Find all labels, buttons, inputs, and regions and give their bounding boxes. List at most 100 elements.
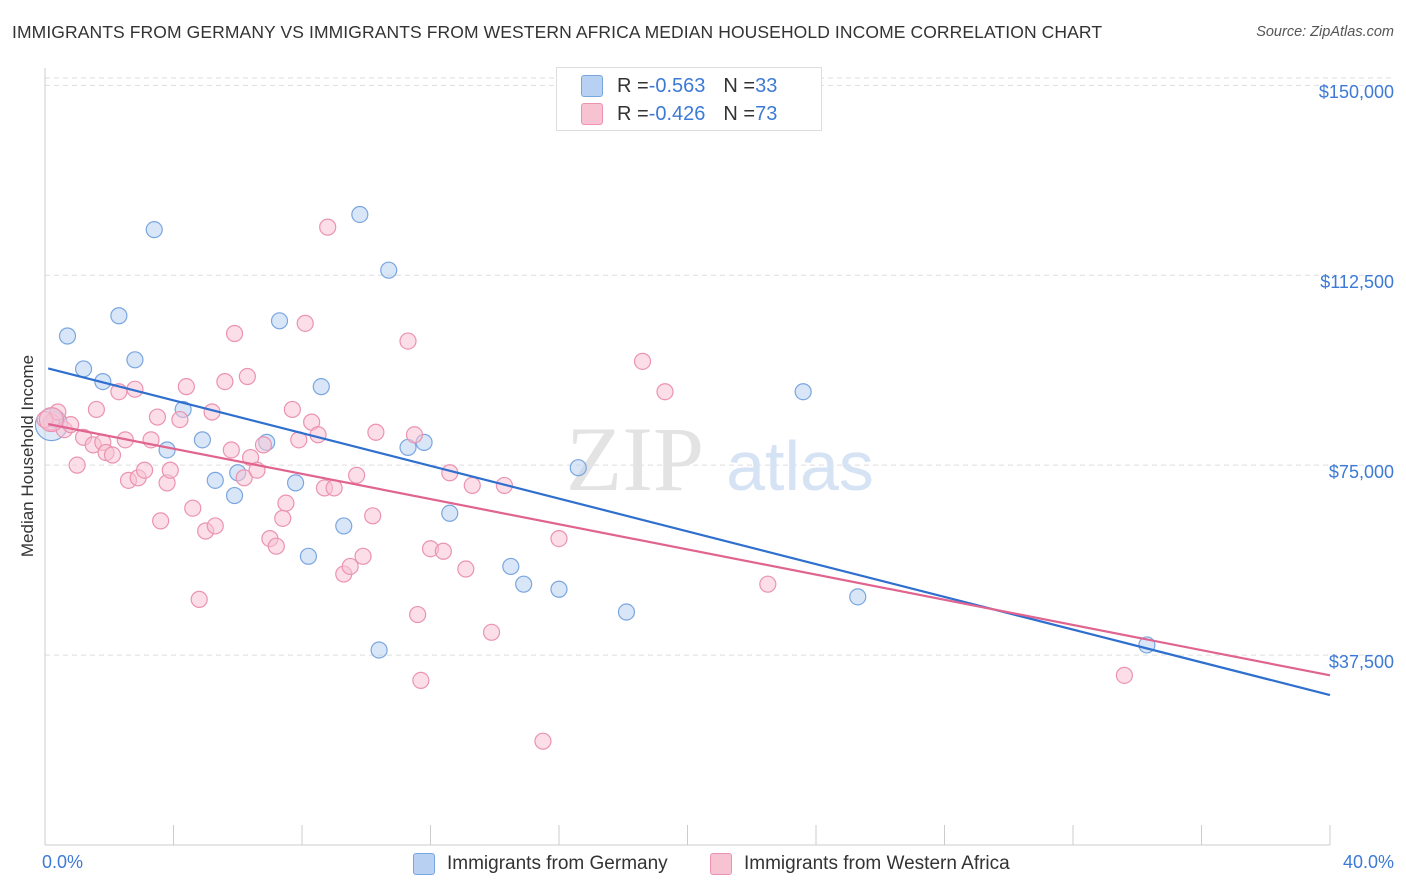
wafrica-point — [364, 507, 382, 525]
germany-point — [370, 641, 388, 659]
wafrica-point — [633, 352, 652, 370]
germany-point — [441, 504, 459, 522]
legend-row-germany: R = -0.563 N = 33 — [581, 74, 777, 98]
wafrica-point — [283, 400, 301, 419]
wafrica-point — [348, 466, 366, 484]
bottom-legend-swatch-wafrica — [710, 853, 732, 875]
wafrica-point — [171, 410, 189, 429]
wafrica-point — [550, 529, 568, 548]
germany-point — [515, 575, 533, 593]
wafrica-point — [319, 218, 337, 236]
y-axis-label: Median Household Income — [18, 354, 37, 558]
germany-point — [849, 588, 867, 606]
wafrica-point — [274, 509, 292, 527]
legend-r-label: R = — [617, 102, 649, 125]
wafrica-point — [254, 436, 273, 454]
stats-legend: R = -0.563 N = 33 R = -0.426 N = 73 — [556, 67, 822, 131]
wafrica-point — [412, 671, 430, 690]
germany-point — [126, 351, 144, 369]
wafrica-point — [354, 547, 372, 565]
wafrica-point — [206, 517, 224, 535]
legend-n-label: N = — [723, 74, 756, 97]
germany-point — [502, 557, 520, 576]
germany-point — [335, 517, 353, 535]
wafrica-point — [148, 408, 167, 426]
x-tick-label-min: 0.0% — [42, 852, 84, 872]
wafrica-point — [235, 469, 253, 487]
bottom-legend-wafrica: Immigrants from Western Africa — [710, 852, 1010, 876]
germany-point — [550, 580, 568, 598]
y-tick-label: $75,000 — [1328, 462, 1394, 483]
wafrica-point — [135, 461, 154, 479]
germany-point — [110, 307, 128, 325]
wafrica-point — [238, 367, 256, 386]
germany-point — [193, 431, 212, 449]
germany-point — [58, 327, 77, 345]
legend-r-value: -0.563 — [648, 74, 706, 97]
y-tick-label: $150,000 — [1318, 82, 1394, 103]
germany-point — [312, 378, 330, 396]
wafrica-point — [161, 461, 179, 479]
germany-trend-line — [47, 367, 1331, 697]
grid-lines — [45, 77, 1395, 656]
germany-point — [569, 459, 587, 477]
wafrica-point — [103, 446, 122, 464]
wafrica-point — [1115, 666, 1134, 684]
y-tick-label: $37,500 — [1328, 652, 1394, 673]
bottom-legend-germany: Immigrants from Germany — [413, 852, 668, 876]
source-label: Source: ZipAtlas.com — [1256, 24, 1394, 40]
legend-swatch-wafrica — [581, 103, 603, 125]
wafrica-trend-line — [48, 423, 1331, 677]
wafrica-point — [341, 557, 359, 576]
germany-point — [206, 471, 224, 489]
wafrica-point — [277, 494, 295, 512]
wafrica-point — [184, 499, 202, 517]
germany-point — [286, 474, 305, 492]
legend-r-label: R = — [617, 74, 649, 97]
legend-n-label: N = — [723, 102, 756, 125]
wafrica-point — [222, 441, 240, 459]
wafrica-point — [399, 332, 417, 350]
wafrica-point — [216, 372, 234, 391]
germany-point — [351, 205, 369, 224]
wafrica-point — [152, 512, 170, 530]
wafrica-point — [177, 378, 195, 396]
legend-n-value: 73 — [755, 102, 778, 125]
trend-lines — [47, 367, 1331, 697]
wafrica-point — [409, 605, 427, 624]
legend-r-value: -0.426 — [648, 102, 706, 125]
wafrica-point — [457, 560, 475, 578]
germany-point — [225, 486, 244, 505]
germany-point — [74, 360, 93, 378]
wafrica-point — [87, 400, 106, 419]
wafrica-point — [405, 426, 424, 444]
germany-point — [145, 221, 163, 239]
wafrica-point — [68, 456, 86, 474]
x-tick-label-max: 40.0% — [1342, 852, 1394, 872]
watermark-atlas: atlas — [726, 427, 874, 505]
wafrica-point — [267, 537, 285, 555]
wafrica-point — [296, 314, 314, 332]
wafrica-point — [225, 324, 244, 343]
wafrica-point — [190, 590, 208, 608]
bottom-legend-label-wafrica: Immigrants from Western Africa — [744, 853, 1010, 874]
watermark-zip: ZIP — [566, 408, 704, 510]
germany-point — [158, 441, 176, 459]
legend-swatch-germany — [581, 75, 603, 97]
bottom-legend-swatch-germany — [413, 853, 435, 875]
axes — [44, 68, 1331, 846]
wafrica-point — [463, 476, 481, 495]
series-wafrica-points — [36, 218, 1134, 750]
germany-point — [380, 261, 398, 279]
wafrica-point — [367, 423, 385, 441]
wafrica-point — [434, 542, 452, 560]
chart-title: IMMIGRANTS FROM GERMANY VS IMMIGRANTS FR… — [12, 22, 1103, 42]
germany-point — [617, 603, 636, 621]
bottom-legend-label-germany: Immigrants from Germany — [447, 853, 668, 874]
wafrica-point — [656, 383, 674, 401]
wafrica-point — [534, 732, 552, 750]
germany-point — [270, 312, 289, 330]
wafrica-cluster-point — [38, 406, 65, 433]
legend-n-value: 33 — [755, 74, 778, 97]
